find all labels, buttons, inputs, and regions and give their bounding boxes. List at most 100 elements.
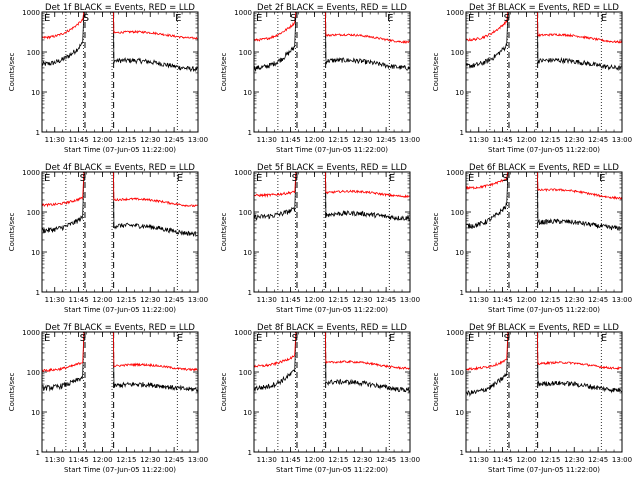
marker-label-s: S [504, 333, 510, 344]
marker-label-e: E [44, 173, 50, 184]
y-axis-label: Counts/sec [8, 53, 16, 92]
y-tick-label: 10 [243, 409, 252, 417]
x-tick-label: 12:00 [516, 136, 536, 144]
series-line-lld-post [324, 12, 410, 44]
x-tick-label: 12:45 [164, 136, 184, 144]
plot-frame [465, 11, 623, 133]
series-line-events-post [536, 172, 622, 232]
x-tick-label: 11:30 [469, 136, 489, 144]
x-tick-label: 12:15 [116, 296, 136, 304]
x-tick-label: 11:45 [69, 136, 89, 144]
x-tick-label: 11:45 [281, 136, 301, 144]
y-tick-label: 1 [36, 449, 40, 457]
x-tick-label: 12:00 [304, 296, 324, 304]
x-tick-label: 12:45 [164, 456, 184, 464]
series-line-events-pre [466, 12, 509, 69]
x-tick-label: 11:30 [257, 296, 277, 304]
x-tick-label: 11:45 [281, 296, 301, 304]
x-tick-label: 12:15 [328, 456, 348, 464]
x-tick-label: 12:30 [352, 136, 372, 144]
chart-title: Det 2f BLACK = Events, RED = LLD [257, 3, 407, 13]
series-line-lld-post [536, 172, 622, 200]
chart-title: Det 7f BLACK = Events, RED = LLD [45, 323, 195, 333]
series-line-events-pre [42, 12, 85, 67]
marker-label-e: E [389, 173, 395, 184]
series-line-lld-pre [466, 332, 509, 371]
y-tick-label: 1 [460, 289, 464, 297]
marker-label-e: E [175, 13, 181, 24]
marker-label-s: S [504, 13, 510, 24]
x-tick-label: 11:45 [281, 456, 301, 464]
x-tick-label: 12:30 [564, 296, 584, 304]
x-tick-label: 12:45 [588, 456, 608, 464]
series-line-events-pre [42, 332, 85, 392]
series-line-lld-post [112, 172, 198, 208]
series-line-events-pre [254, 172, 297, 221]
x-tick-label: 12:00 [92, 136, 112, 144]
y-tick-label: 100 [451, 209, 464, 217]
x-tick-label: 12:45 [588, 296, 608, 304]
chart-title: Det 4f BLACK = Events, RED = LLD [45, 163, 195, 173]
x-tick-label: 12:15 [116, 136, 136, 144]
x-tick-label: 11:45 [493, 296, 513, 304]
series-line-events-post [112, 12, 198, 73]
x-tick-label: 12:15 [328, 136, 348, 144]
chart-title: Det 6f BLACK = Events, RED = LLD [469, 163, 619, 173]
y-tick-label: 1 [460, 449, 464, 457]
marker-label-s: S [292, 173, 298, 184]
series-line-events-post [324, 332, 410, 394]
y-axis-label: Counts/sec [8, 213, 16, 252]
marker-label-e: E [601, 333, 607, 344]
series-line-lld-pre [42, 332, 85, 373]
y-tick-label: 100 [27, 209, 40, 217]
y-tick-label: 10 [455, 249, 464, 257]
y-axis-label: Counts/sec [220, 53, 228, 92]
series-line-lld-post [324, 172, 410, 199]
plot-frame [41, 171, 199, 293]
x-axis-label: Start Time (07-Jun-05 11:22:00) [488, 306, 600, 314]
series-line-lld-pre [466, 12, 509, 42]
x-axis-label: Start Time (07-Jun-05 11:22:00) [488, 146, 600, 154]
series-line-lld-pre [254, 12, 297, 42]
y-tick-label: 10 [31, 89, 40, 97]
plot-frame [465, 171, 623, 293]
series-line-events-post [112, 172, 198, 237]
y-tick-label: 100 [239, 49, 252, 57]
series-line-events-post [536, 332, 622, 394]
x-tick-label: 13:00 [612, 136, 632, 144]
series-line-events-post [112, 332, 198, 393]
series-line-lld-post [324, 332, 410, 371]
x-tick-label: 12:00 [516, 296, 536, 304]
marker-label-e: E [599, 173, 605, 184]
x-tick-label: 11:30 [257, 136, 277, 144]
y-tick-label: 1000 [446, 9, 464, 17]
x-tick-label: 12:30 [352, 296, 372, 304]
x-tick-label: 13:00 [188, 296, 208, 304]
x-tick-label: 12:45 [588, 136, 608, 144]
y-tick-label: 1 [460, 129, 464, 137]
series-line-events-post [324, 172, 410, 222]
x-tick-label: 12:15 [328, 296, 348, 304]
x-tick-label: 12:45 [164, 296, 184, 304]
y-tick-label: 1000 [446, 169, 464, 177]
y-tick-label: 1000 [234, 9, 252, 17]
y-tick-label: 1 [36, 129, 40, 137]
y-tick-label: 1000 [22, 329, 40, 337]
plot-frame [41, 331, 199, 453]
x-axis-label: Start Time (07-Jun-05 11:22:00) [64, 306, 176, 314]
x-tick-label: 12:30 [140, 456, 160, 464]
chart-title: Det 5f BLACK = Events, RED = LLD [257, 163, 407, 173]
series-line-lld-pre [42, 172, 85, 208]
x-tick-label: 12:00 [304, 136, 324, 144]
y-tick-label: 10 [243, 89, 252, 97]
marker-label-e: E [177, 333, 183, 344]
x-tick-label: 12:00 [92, 456, 112, 464]
plot-frame [253, 331, 411, 453]
y-tick-label: 100 [451, 49, 464, 57]
x-tick-label: 11:45 [493, 136, 513, 144]
marker-label-s: S [502, 173, 508, 184]
y-axis-label: Counts/sec [220, 373, 228, 412]
series-line-lld-pre [254, 172, 297, 198]
x-tick-label: 12:15 [540, 136, 560, 144]
